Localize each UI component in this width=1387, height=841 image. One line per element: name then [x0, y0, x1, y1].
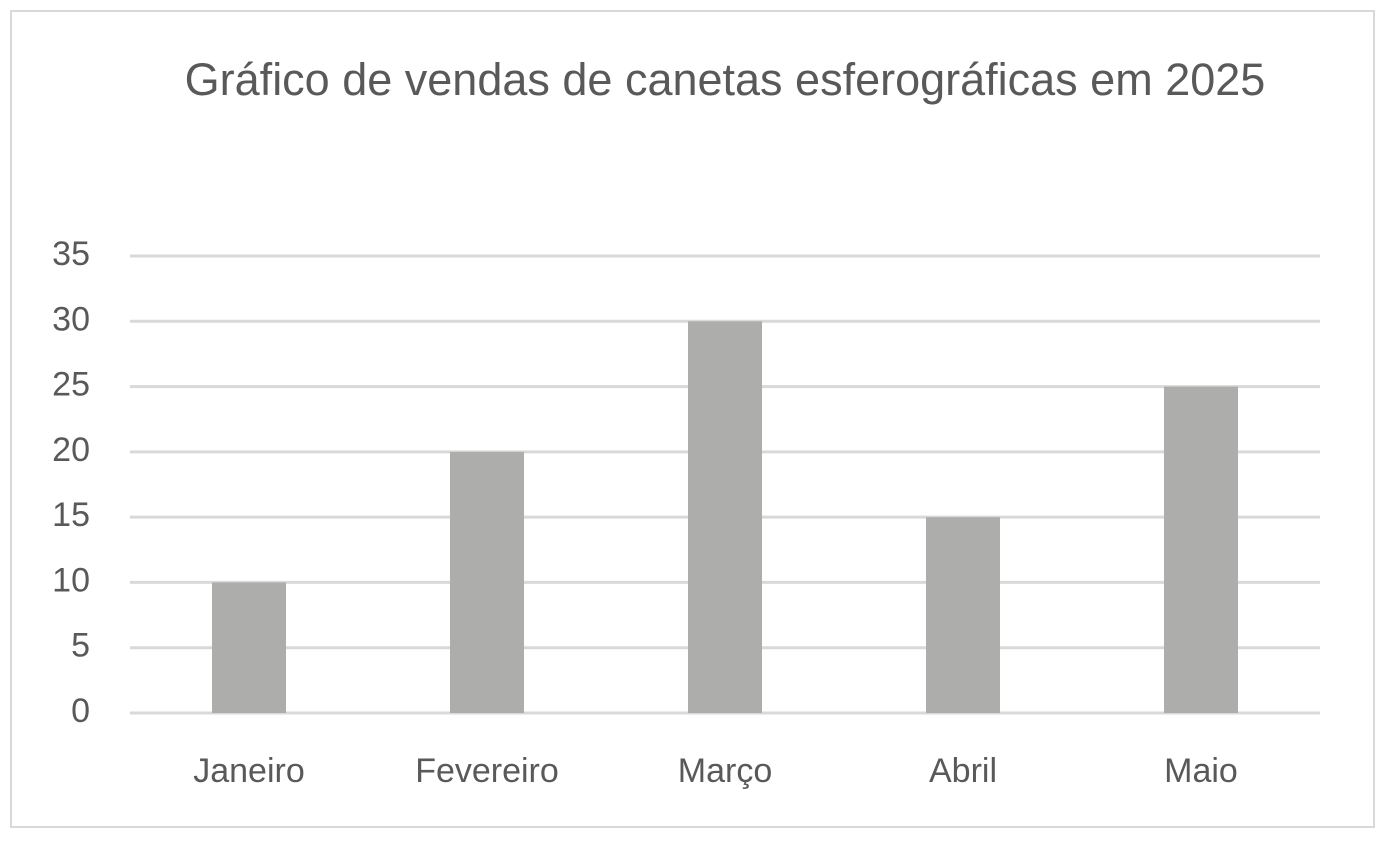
- y-tick-label: 20: [52, 431, 90, 469]
- chart-border: [10, 10, 1375, 828]
- x-tick-label: Janeiro: [193, 752, 305, 790]
- y-tick-label: 35: [52, 235, 90, 273]
- chart-title: Gráfico de vendas de canetas esferográfi…: [184, 54, 1266, 105]
- bar: [212, 582, 286, 713]
- bar: [688, 321, 762, 713]
- y-tick-label: 30: [52, 300, 90, 338]
- x-tick-label: Maio: [1164, 752, 1238, 790]
- y-tick-label: 10: [52, 561, 90, 599]
- bar: [1164, 386, 1238, 713]
- y-tick-label: 0: [71, 692, 90, 730]
- x-tick-label: Abril: [929, 752, 997, 790]
- bar: [926, 517, 1000, 713]
- y-tick-label: 15: [52, 496, 90, 534]
- y-tick-label: 25: [52, 366, 90, 404]
- y-tick-label: 5: [71, 627, 90, 665]
- bar: [450, 451, 524, 713]
- x-tick-label: Março: [678, 752, 772, 790]
- x-tick-label: Fevereiro: [415, 752, 559, 790]
